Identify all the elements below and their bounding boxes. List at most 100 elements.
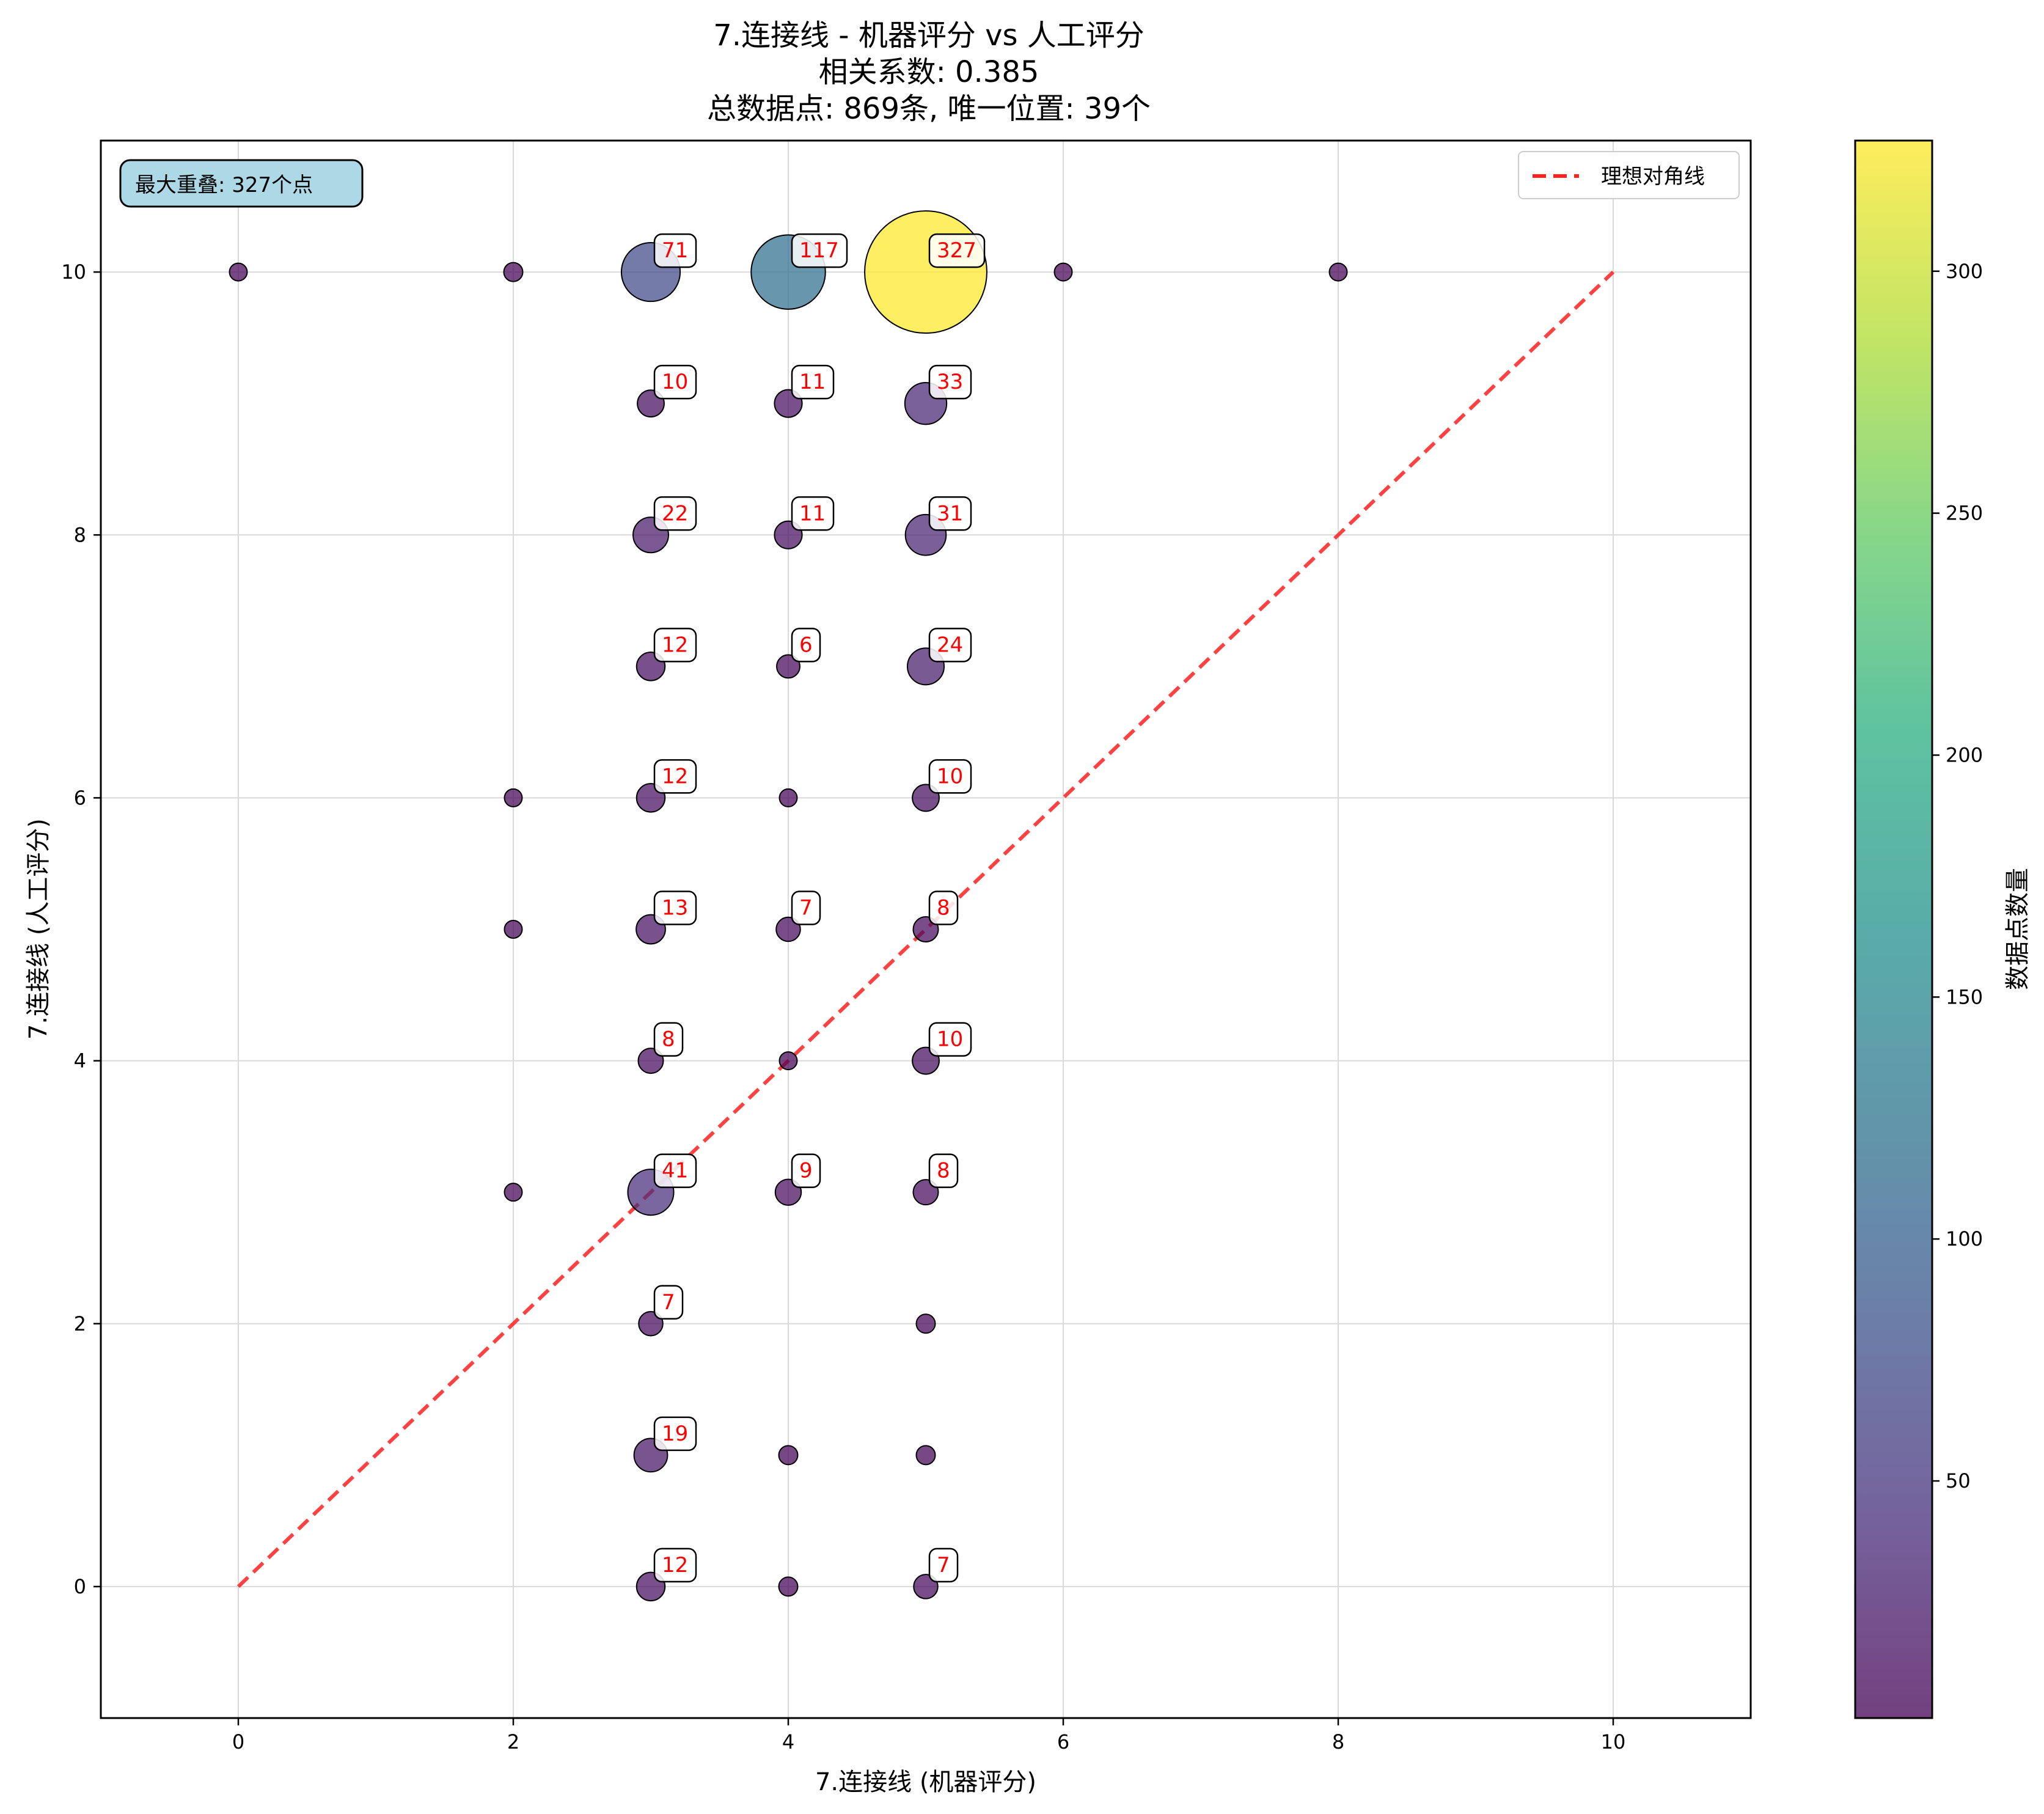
- plot-frame: [100, 139, 1752, 1719]
- y-tick-label: 8: [74, 523, 86, 546]
- data-point: [504, 1183, 523, 1202]
- count-label-box: [653, 1153, 697, 1188]
- count-label: 22: [662, 501, 688, 526]
- colorbar-tick-label: 100: [1946, 1227, 1983, 1250]
- x-tick-label: 10: [1601, 1730, 1626, 1753]
- x-tick-label: 8: [1332, 1730, 1344, 1753]
- data-point: [778, 1445, 799, 1466]
- data-point: [504, 920, 523, 939]
- count-label-box: [653, 233, 697, 268]
- count-label: 71: [662, 238, 688, 263]
- count-label: 8: [937, 1159, 950, 1183]
- ideal-diagonal-line: [236, 270, 1615, 1588]
- count-label-box: [928, 233, 986, 268]
- data-point: [778, 1051, 798, 1071]
- data-point: [504, 788, 523, 807]
- count-labels: 71 117 327 10 11 33 22 11 31 12 6 24 12 10 13 7 8 8 10 41 9 8…: [653, 233, 986, 1583]
- count-label-box: [653, 496, 697, 531]
- count-label: 6: [799, 633, 813, 657]
- data-point: [776, 654, 800, 679]
- count-label-box: [928, 1022, 972, 1057]
- count-label-box: [653, 1416, 697, 1452]
- count-label-box: [928, 759, 972, 794]
- count-label-box: [791, 233, 848, 268]
- count-label-box: [928, 496, 972, 531]
- count-label-box: [791, 496, 835, 531]
- data-point: [778, 1576, 799, 1597]
- count-label: 7: [937, 1553, 950, 1577]
- count-label: 31: [937, 501, 963, 526]
- count-label-box: [653, 759, 697, 794]
- count-label: 10: [937, 764, 963, 788]
- count-label-box: [928, 628, 972, 663]
- count-label: 33: [937, 370, 963, 394]
- y-tick-label: 2: [74, 1312, 86, 1335]
- count-label-box: [928, 1153, 959, 1188]
- colorbar-ticks: 50 100 150 200 250 300: [1932, 260, 1983, 1493]
- chart-title-line-2: 相关系数: 0.385: [819, 55, 1039, 89]
- count-label: 8: [662, 1027, 675, 1052]
- chart-title-line-1: 7.连接线 - 机器评分 vs 人工评分: [713, 18, 1145, 53]
- data-point: [915, 1313, 936, 1334]
- data-point: [778, 788, 798, 807]
- data-point: [503, 262, 524, 282]
- count-label: 12: [662, 633, 688, 657]
- count-label: 11: [799, 501, 826, 526]
- count-label: 24: [937, 633, 963, 657]
- colorbar-tick-label: 50: [1946, 1469, 1971, 1493]
- legend-label: 理想对角线: [1601, 164, 1705, 189]
- legend: 理想对角线: [1518, 151, 1740, 199]
- x-tick-label: 2: [507, 1730, 519, 1753]
- data-point: [1328, 262, 1348, 282]
- colorbar-tick-label: 250: [1946, 502, 1983, 525]
- data-point: [229, 262, 248, 282]
- count-label: 8: [937, 896, 950, 920]
- count-label-box: [791, 628, 821, 663]
- colorbar-tick-label: 300: [1946, 260, 1983, 283]
- count-label-box: [791, 890, 821, 925]
- count-label: 13: [662, 896, 688, 920]
- count-label: 11: [799, 370, 826, 394]
- count-label: 10: [662, 370, 688, 394]
- count-label-box: [653, 1548, 697, 1583]
- y-tick-label: 4: [74, 1049, 86, 1073]
- chart-title-line-3: 总数据点: 869条, 唯一位置: 39个: [707, 92, 1151, 126]
- count-label-box: [653, 628, 697, 663]
- count-label-box: [928, 1548, 959, 1583]
- count-label: 327: [937, 238, 976, 263]
- count-label: 7: [662, 1290, 675, 1315]
- x-tick-label: 6: [1057, 1730, 1069, 1753]
- x-axis-label: 7.连接线 (机器评分): [815, 1768, 1036, 1796]
- count-label-box: [928, 890, 959, 925]
- count-label-box: [653, 364, 697, 400]
- count-label: 7: [799, 896, 813, 920]
- count-label: 10: [937, 1027, 963, 1052]
- y-tick-label: 6: [74, 786, 86, 809]
- data-point: [1053, 262, 1073, 282]
- colorbar-label: 数据点数量: [2004, 868, 2032, 990]
- count-label-box: [653, 1022, 684, 1057]
- count-label: 41: [662, 1159, 688, 1183]
- y-axis-label: 7.连接线 (人工评分): [24, 818, 53, 1040]
- count-label: 12: [662, 764, 688, 788]
- count-label: 117: [799, 238, 839, 263]
- count-label-box: [653, 890, 697, 925]
- x-tick-label: 0: [232, 1730, 244, 1753]
- y-tick-label: 10: [61, 260, 86, 284]
- data-point: [915, 1445, 936, 1466]
- count-label: 9: [799, 1159, 813, 1183]
- count-label-box: [928, 364, 972, 400]
- max-overlap-info-box: 最大重叠: 327个点: [119, 159, 364, 208]
- x-tick-label: 4: [782, 1730, 794, 1753]
- colorbar: 50 100 150 200 250 300 数据点数量: [1854, 139, 2032, 1719]
- colorbar-gradient: [1854, 139, 1933, 1719]
- colorbar-tick-label: 150: [1946, 985, 1983, 1008]
- count-label-box: [791, 364, 835, 400]
- count-label: 12: [662, 1553, 688, 1577]
- count-label-box: [791, 1153, 821, 1188]
- colorbar-tick-label: 200: [1946, 743, 1983, 766]
- max-overlap-info-text: 最大重叠: 327个点: [135, 173, 313, 197]
- data-point: [864, 210, 987, 334]
